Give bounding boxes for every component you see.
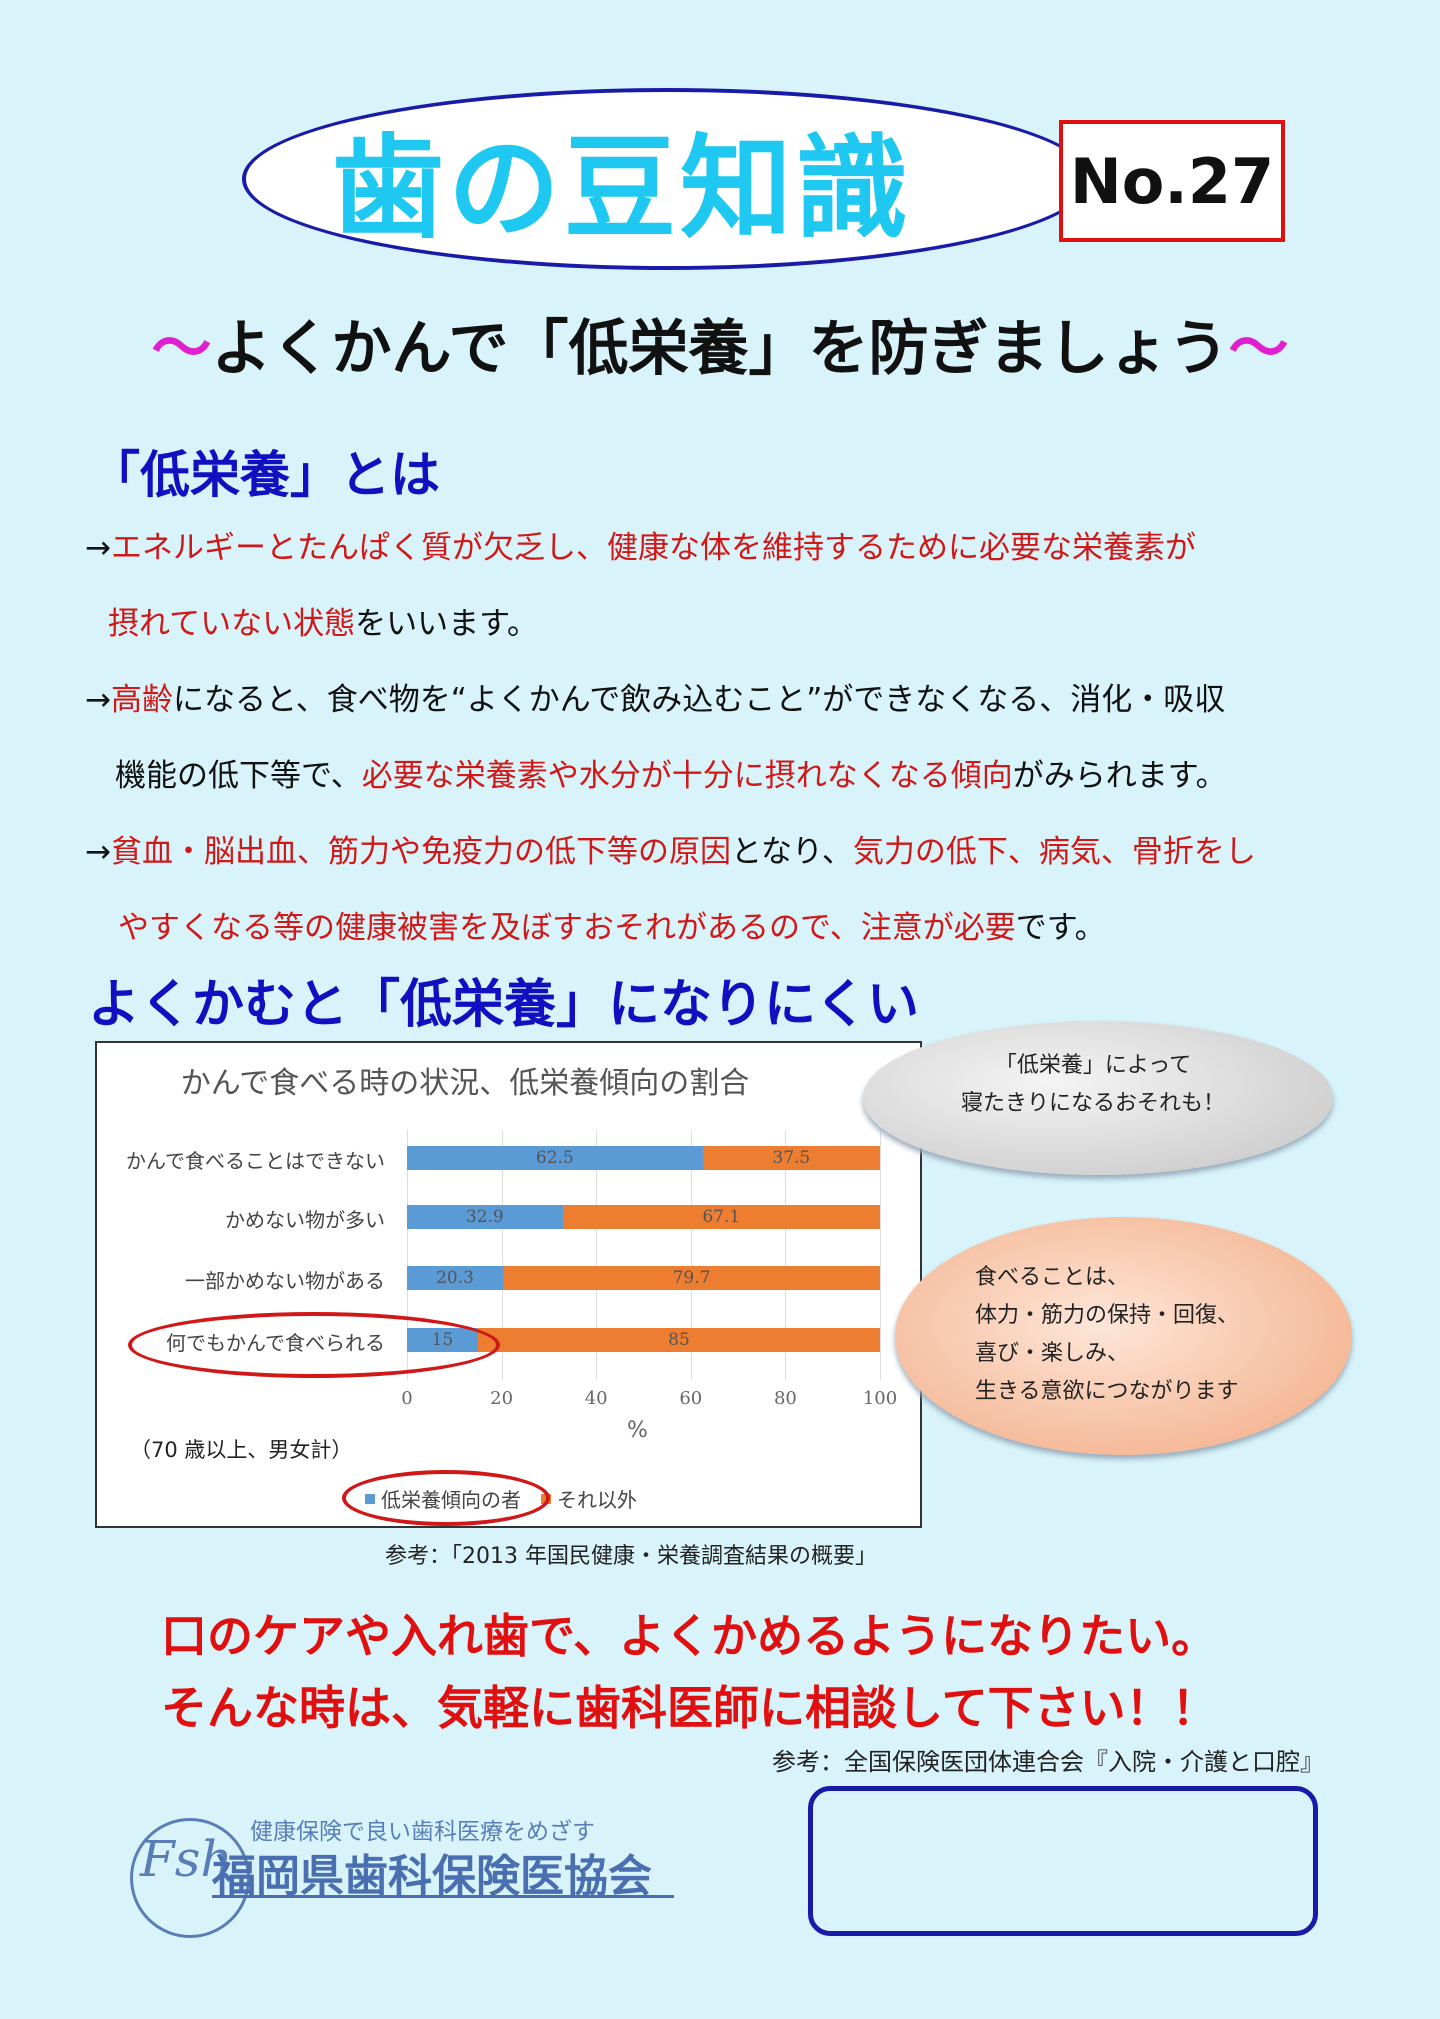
gridline xyxy=(880,1130,881,1380)
bar-others xyxy=(562,1205,880,1229)
benefit-bubble: 食べることは、 体力・筋力の保持・回復、 喜び・楽しみ、 生きる意欲につながりま… xyxy=(895,1217,1352,1455)
x-tick-label: 80 xyxy=(773,1388,797,1409)
text-segment: です。 xyxy=(1015,910,1106,946)
bar-undernourished xyxy=(407,1146,703,1170)
highlighted-text: 高齢 xyxy=(110,682,173,718)
subtitle-text: よくかんで「低栄養」を防ぎましょう xyxy=(211,314,1229,384)
text-segment: → xyxy=(85,834,111,870)
section-heading-chewing: よくかむと「低栄養」になりにくい xyxy=(88,975,919,1035)
gridline xyxy=(785,1130,787,1380)
text-segment: → xyxy=(85,530,111,566)
bar-others xyxy=(503,1266,880,1290)
logo-mark: Fsh xyxy=(140,1830,233,1888)
gridline xyxy=(690,1130,692,1380)
highlight-ring-category xyxy=(128,1312,500,1378)
definition-line: やすくなる等の健康被害を及ぼすおそれがあるので、注意が必要です。 xyxy=(118,902,1106,947)
warning-bubble: 「低栄養」によって 寝たきりになるおそれも！ xyxy=(863,1021,1333,1175)
call-to-action-line-1: 口のケアや入れ歯で、よくかめるようになりたい。 xyxy=(161,1609,1218,1663)
gridline xyxy=(501,1130,503,1380)
x-axis-label: % xyxy=(627,1418,648,1443)
logo-circle xyxy=(130,1818,250,1938)
warning-line-1: 「低栄養」によって xyxy=(994,1053,1192,1078)
logo-tagline: 健康保険で良い歯科医療をめざす xyxy=(250,1819,595,1845)
category-label: かんで食べることはできない xyxy=(126,1149,385,1173)
bar-undernourished xyxy=(407,1266,504,1290)
benefit-line-2: 体力・筋力の保持・回復、 xyxy=(975,1303,1240,1328)
text-segment: となり、 xyxy=(730,834,853,870)
page-title: 歯の豆知識 xyxy=(332,124,912,254)
title-oval xyxy=(242,88,1092,270)
gridline xyxy=(407,1130,408,1380)
tilde-left: 〜 xyxy=(151,314,212,384)
bar-others xyxy=(477,1328,880,1352)
category-label: かめない物が多い xyxy=(225,1208,385,1232)
bar-value-label: 79.7 xyxy=(672,1268,711,1288)
highlighted-text: 貧血・脳出血、筋力や免疫力の低下等の原因 xyxy=(110,834,731,870)
logo-underline xyxy=(212,1895,674,1898)
tilde-right: 〜 xyxy=(1228,314,1289,384)
text-segment: → xyxy=(85,682,111,718)
bar-value-label: 67.1 xyxy=(702,1207,741,1227)
benefit-line-1: 食べることは、 xyxy=(975,1265,1130,1290)
subtitle: 〜よくかんで「低栄養」を防ぎましょう〜 xyxy=(0,300,1440,387)
highlighted-text: 気力の低下、病気、骨折をし xyxy=(852,834,1256,870)
bar-value-label: 85 xyxy=(668,1330,690,1350)
gridline xyxy=(596,1130,598,1380)
benefit-line-4: 生きる意欲につながります xyxy=(975,1379,1239,1404)
reference-source: 参考：全国保険医団体連合会『入院・介護と口腔』 xyxy=(772,1748,1324,1776)
text-segment: 機能の低下等で、 xyxy=(115,758,362,794)
text-segment: になると、食べ物を“よくかんで飲み込むこと”ができなくなる、消化・吸収 xyxy=(172,682,1226,718)
x-tick-label: 0 xyxy=(401,1388,413,1409)
definition-line: 摂れていない状態をいいます。 xyxy=(108,598,538,643)
stamp-box xyxy=(808,1786,1318,1936)
x-tick-label: 40 xyxy=(584,1388,608,1409)
bar-undernourished xyxy=(407,1205,563,1229)
chart-source: 参考：「2013 年国民健康・栄養調査結果の概要」 xyxy=(385,1544,877,1569)
legend-label-others: それ以外 xyxy=(557,1488,637,1512)
definition-line: →エネルギーとたんぱく質が欠乏し、健康な体を維持するために必要な栄養素が xyxy=(85,522,1196,567)
logo-organization: 福岡県歯科保険医協会 xyxy=(212,1851,652,1902)
category-label: 一部かめない物がある xyxy=(185,1269,385,1293)
chart-title: かんで食べる時の状況、低栄養傾向の割合 xyxy=(180,1066,750,1101)
call-to-action-line-2: そんな時は、気軽に歯科医師に相談して下さい！！ xyxy=(161,1681,1218,1735)
x-tick-label: 20 xyxy=(490,1388,514,1409)
definition-line: →高齢になると、食べ物を“よくかんで飲み込むこと”ができなくなる、消化・吸収 xyxy=(85,674,1225,719)
bar-others xyxy=(702,1146,880,1170)
highlight-ring-legend xyxy=(342,1470,550,1526)
section-heading-definition: 「低栄養」とは xyxy=(90,446,440,504)
highlighted-text: 摂れていない状態 xyxy=(108,606,356,642)
bar-value-label: 62.5 xyxy=(535,1148,574,1168)
chart-note: （70 歳以上、男女計） xyxy=(130,1438,353,1462)
definition-line: 機能の低下等で、必要な栄養素や水分が十分に摂れなくなる傾向がみられます。 xyxy=(115,750,1227,795)
bar-value-label: 37.5 xyxy=(772,1148,811,1168)
text-segment: がみられます。 xyxy=(1012,758,1227,794)
highlighted-text: やすくなる等の健康被害を及ぼすおそれがあるので、注意が必要 xyxy=(118,910,1016,946)
text-segment: をいいます。 xyxy=(355,606,538,642)
warning-line-2: 寝たきりになるおそれも！ xyxy=(960,1091,1225,1116)
definition-line: →貧血・脳出血、筋力や免疫力の低下等の原因となり、気力の低下、病気、骨折をし xyxy=(85,826,1256,871)
bar-value-label: 20.3 xyxy=(436,1268,474,1288)
x-tick-label: 60 xyxy=(679,1388,703,1409)
benefit-line-3: 喜び・楽しみ、 xyxy=(975,1341,1130,1366)
issue-number: No.27 xyxy=(1059,120,1285,242)
highlighted-text: エネルギーとたんぱく質が欠乏し、健康な体を維持するために必要な栄養素が xyxy=(110,530,1196,566)
bar-value-label: 32.9 xyxy=(465,1207,504,1227)
highlighted-text: 必要な栄養素や水分が十分に摂れなくなる傾向 xyxy=(361,758,1013,794)
x-tick-label: 100 xyxy=(862,1388,898,1409)
